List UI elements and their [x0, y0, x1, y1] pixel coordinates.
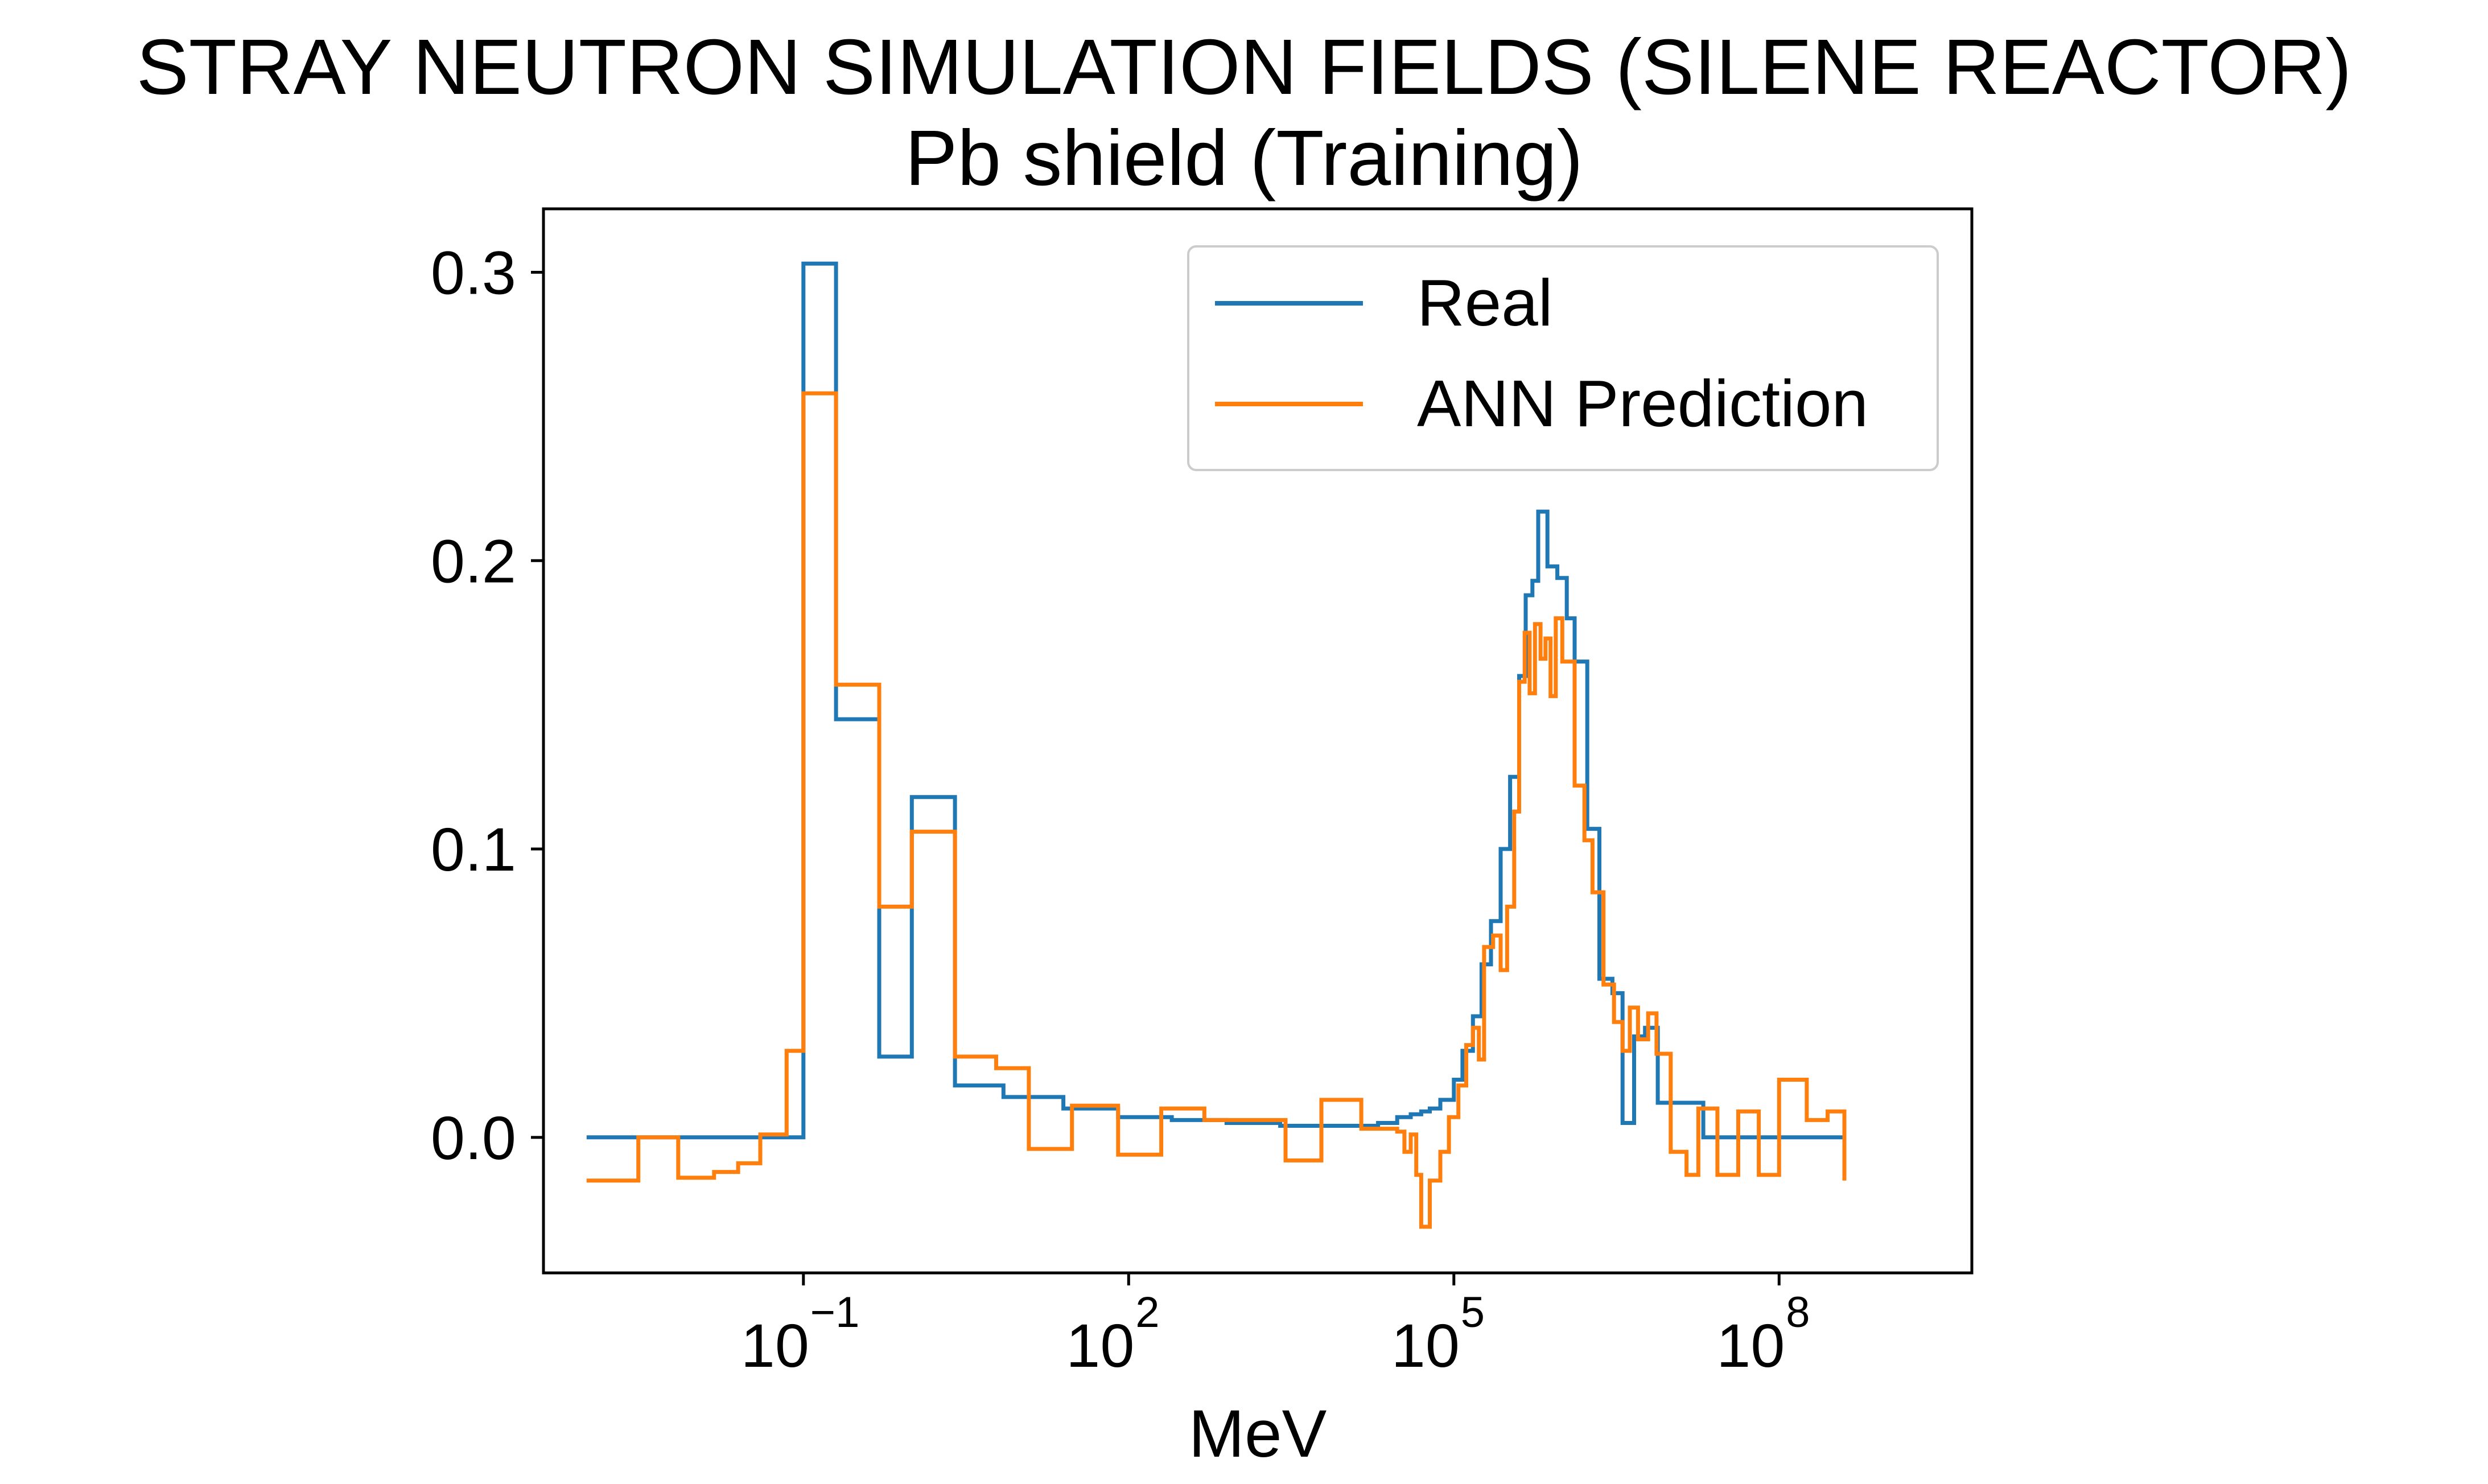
- x-axis: 10 −1 10 2 10 5 10 8: [741, 1273, 1810, 1380]
- legend-label-ann-prediction: ANN Prediction: [1417, 366, 1868, 440]
- legend-box: [1187, 245, 1939, 471]
- y-tick-label: 0.1: [431, 815, 516, 884]
- series-line-real: [586, 261, 1844, 1140]
- legend: Real ANN Prediction: [1187, 245, 1939, 471]
- plot-frame: [542, 207, 1974, 1275]
- x-tick-label: 10: [741, 1311, 809, 1380]
- y-axis: 0.0 0.1 0.2 0.3: [431, 238, 543, 1172]
- x-tick-label: 10: [1066, 1311, 1134, 1380]
- x-tick-exponent: −1: [810, 1288, 860, 1337]
- x-tick-label: 10: [1391, 1311, 1460, 1380]
- chart-title: STRAY NEUTRON SIMULATION FIELDS (SILENE …: [137, 23, 2352, 111]
- x-tick-exponent: 2: [1135, 1288, 1159, 1337]
- x-tick-exponent: 8: [1786, 1288, 1810, 1337]
- y-tick-label: 0.0: [431, 1103, 516, 1172]
- x-tick-exponent: 5: [1461, 1288, 1485, 1337]
- y-tick-label: 0.3: [431, 238, 516, 307]
- y-tick-label: 0.2: [431, 526, 516, 595]
- chart-subtitle: Pb shield (Training): [905, 114, 1583, 202]
- x-axis-label: MeV: [1189, 1396, 1327, 1471]
- series-group: [586, 261, 1847, 1229]
- series-line-ann-prediction: [586, 391, 1847, 1229]
- x-tick-label: 10: [1716, 1311, 1785, 1380]
- legend-label-real: Real: [1417, 266, 1553, 340]
- plot-area: 10 −1 10 2 10 5 10 8 0.00.10.20.3: [431, 207, 1974, 1380]
